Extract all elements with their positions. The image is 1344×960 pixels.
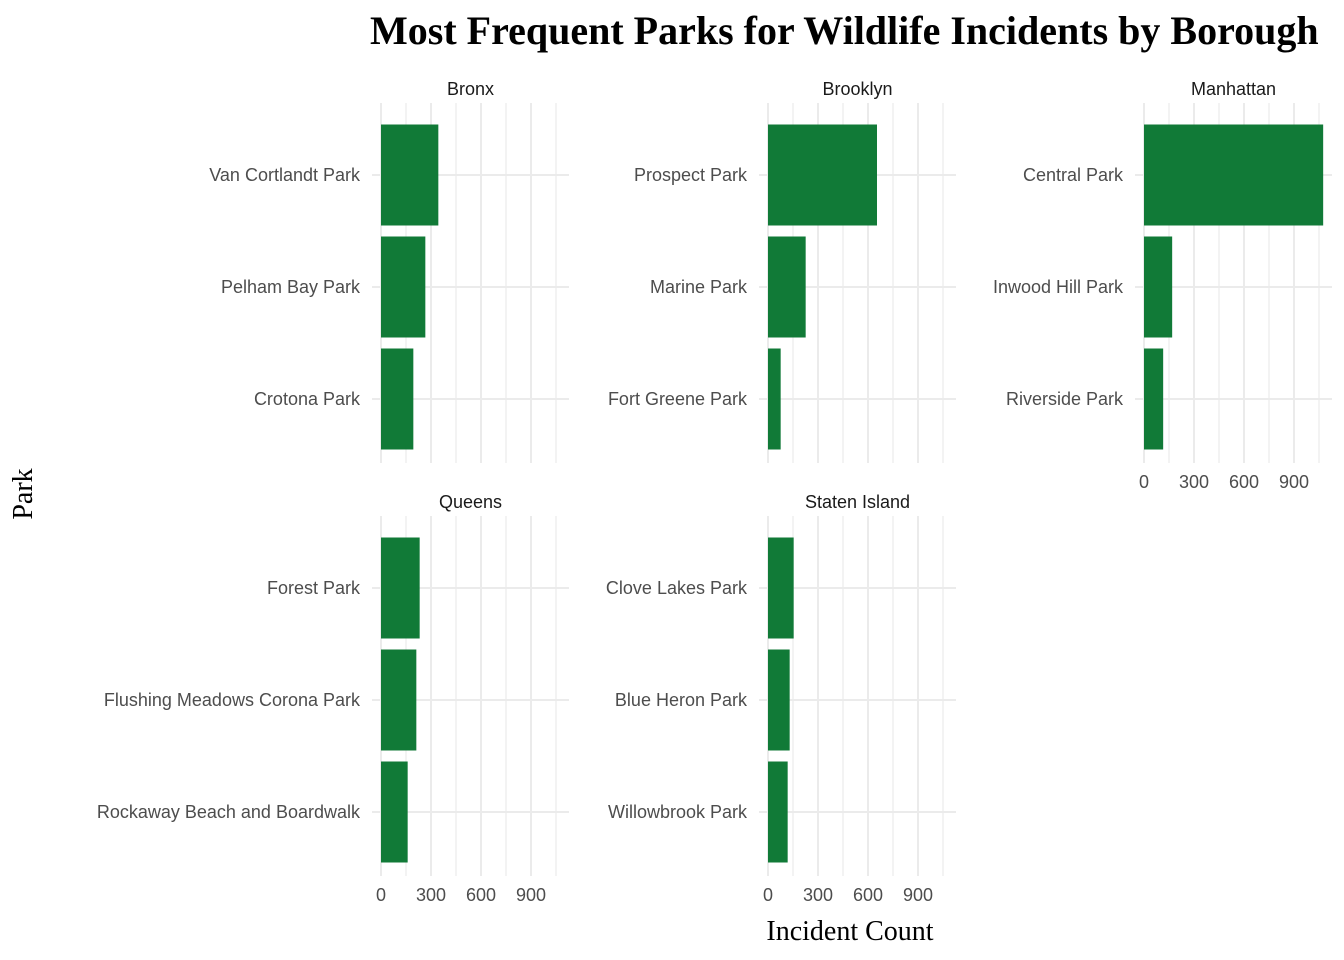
facet-label-staten-island: Staten Island: [805, 492, 910, 512]
y-tick-label: Clove Lakes Park: [606, 578, 748, 598]
y-tick-label: Blue Heron Park: [615, 690, 748, 710]
bar-bronx-3: [381, 348, 414, 450]
bar-bronx-2: [381, 236, 426, 338]
x-tick-label: 900: [903, 885, 933, 905]
x-tick-label: 900: [1279, 472, 1309, 492]
chart-title: Most Frequent Parks for Wildlife Inciden…: [370, 8, 1319, 53]
x-tick-label: 0: [1139, 472, 1149, 492]
x-tick-label: 300: [803, 885, 833, 905]
y-tick-label: Inwood Hill Park: [993, 277, 1124, 297]
y-tick-label: Central Park: [1023, 165, 1124, 185]
y-tick-label: Prospect Park: [634, 165, 748, 185]
bar-manhattan-1: [1144, 124, 1324, 226]
y-axis-title: Park: [8, 468, 39, 519]
facet-label-bronx: Bronx: [447, 79, 494, 99]
y-tick-label: Pelham Bay Park: [221, 277, 361, 297]
y-tick-label: Forest Park: [267, 578, 361, 598]
facet-label-brooklyn: Brooklyn: [822, 79, 892, 99]
y-tick-label: Fort Greene Park: [608, 389, 748, 409]
bar-bronx-1: [381, 124, 439, 226]
x-tick-label: 900: [516, 885, 546, 905]
bar-staten-island-2: [768, 649, 790, 751]
x-axis-title: Incident Count: [766, 916, 933, 947]
x-tick-label: 300: [1179, 472, 1209, 492]
facet-label-manhattan: Manhattan: [1191, 79, 1276, 99]
y-tick-label: Willowbrook Park: [608, 802, 748, 822]
bar-queens-3: [381, 761, 408, 863]
x-tick-label: 600: [466, 885, 496, 905]
bar-staten-island-1: [768, 537, 794, 639]
bar-brooklyn-1: [768, 124, 877, 226]
bar-queens-1: [381, 537, 420, 639]
bar-queens-2: [381, 649, 417, 751]
x-tick-label: 600: [1229, 472, 1259, 492]
bar-manhattan-3: [1144, 348, 1164, 450]
y-tick-label: Rockaway Beach and Boardwalk: [97, 802, 361, 822]
y-tick-label: Marine Park: [650, 277, 748, 297]
y-tick-label: Van Cortlandt Park: [209, 165, 361, 185]
x-tick-label: 0: [376, 885, 386, 905]
y-tick-label: Riverside Park: [1006, 389, 1124, 409]
x-tick-label: 300: [416, 885, 446, 905]
bar-brooklyn-3: [768, 348, 781, 450]
bar-manhattan-2: [1144, 236, 1173, 338]
x-tick-label: 600: [853, 885, 883, 905]
facet-label-queens: Queens: [439, 492, 502, 512]
y-tick-label: Crotona Park: [254, 389, 361, 409]
x-tick-label: 0: [763, 885, 773, 905]
bar-brooklyn-2: [768, 236, 806, 338]
y-tick-label: Flushing Meadows Corona Park: [104, 690, 361, 710]
bar-staten-island-3: [768, 761, 788, 863]
